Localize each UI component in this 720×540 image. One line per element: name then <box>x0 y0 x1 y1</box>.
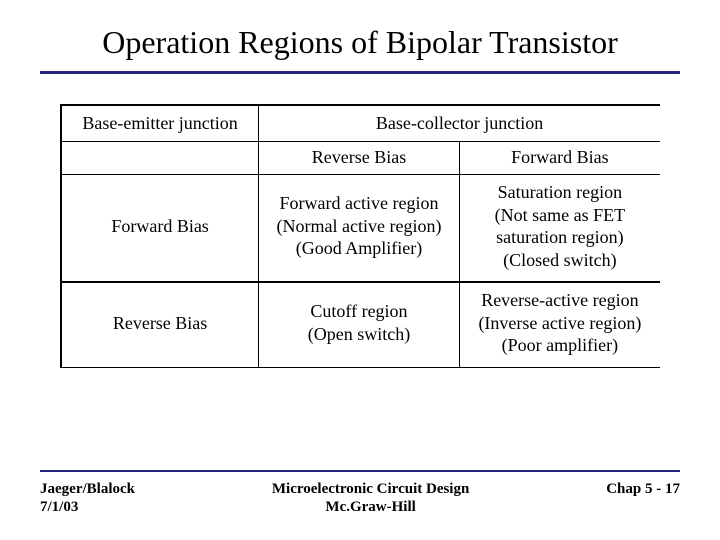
footer-publisher: Mc.Graw-Hill <box>325 499 415 515</box>
page-title: Operation Regions of Bipolar Transistor <box>0 0 720 71</box>
footer-right: Chap 5 - 17 <box>606 480 680 498</box>
cell-line: (Normal active region) <box>263 215 455 238</box>
row2-right: Reverse-active region (Inverse active re… <box>459 282 660 367</box>
cell-line: (Not same as FET <box>464 204 656 227</box>
footer-authors: Jaeger/Blalock <box>40 481 135 497</box>
row2-left: Reverse Bias <box>61 282 259 367</box>
subheader-reverse-bias: Reverse Bias <box>259 141 460 175</box>
table-row: Reverse Bias Cutoff region (Open switch)… <box>61 282 660 367</box>
footer-page: Chap 5 - 17 <box>606 481 680 497</box>
footer-left: Jaeger/Blalock 7/1/03 <box>40 480 135 516</box>
row2-mid: Cutoff region (Open switch) <box>259 282 460 367</box>
cell-line: (Poor amplifier) <box>464 334 656 357</box>
row1-mid: Forward active region (Normal active reg… <box>259 175 460 283</box>
header-base-emitter: Base-emitter junction <box>61 105 259 141</box>
table-subheader-row: Reverse Bias Forward Bias <box>61 141 660 175</box>
row1-right: Saturation region (Not same as FET satur… <box>459 175 660 283</box>
footer-center: Microelectronic Circuit Design Mc.Graw-H… <box>272 480 469 516</box>
subheader-blank <box>61 141 259 175</box>
cell-line: Saturation region <box>464 181 656 204</box>
footer-date: 7/1/03 <box>40 499 78 515</box>
cell-line: (Open switch) <box>263 323 455 346</box>
cell-line: (Closed switch) <box>464 249 656 272</box>
cell-line: Forward active region <box>263 192 455 215</box>
regions-table: Base-emitter junction Base-collector jun… <box>60 104 660 368</box>
footer-rule <box>40 470 680 472</box>
slide: Operation Regions of Bipolar Transistor … <box>0 0 720 540</box>
cell-line: (Inverse active region) <box>464 312 656 335</box>
cell-line: saturation region) <box>464 226 656 249</box>
footer-book-title: Microelectronic Circuit Design <box>272 481 469 497</box>
cell-line: Reverse-active region <box>464 289 656 312</box>
row1-left: Forward Bias <box>61 175 259 283</box>
table-row: Forward Bias Forward active region (Norm… <box>61 175 660 283</box>
footer: Jaeger/Blalock 7/1/03 Microelectronic Ci… <box>40 470 680 516</box>
regions-table-wrap: Base-emitter junction Base-collector jun… <box>60 104 660 368</box>
cell-line: (Good Amplifier) <box>263 237 455 260</box>
table-header-row: Base-emitter junction Base-collector jun… <box>61 105 660 141</box>
title-rule <box>40 71 680 74</box>
header-base-collector: Base-collector junction <box>259 105 660 141</box>
cell-line: Cutoff region <box>263 300 455 323</box>
footer-row: Jaeger/Blalock 7/1/03 Microelectronic Ci… <box>40 480 680 516</box>
subheader-forward-bias: Forward Bias <box>459 141 660 175</box>
